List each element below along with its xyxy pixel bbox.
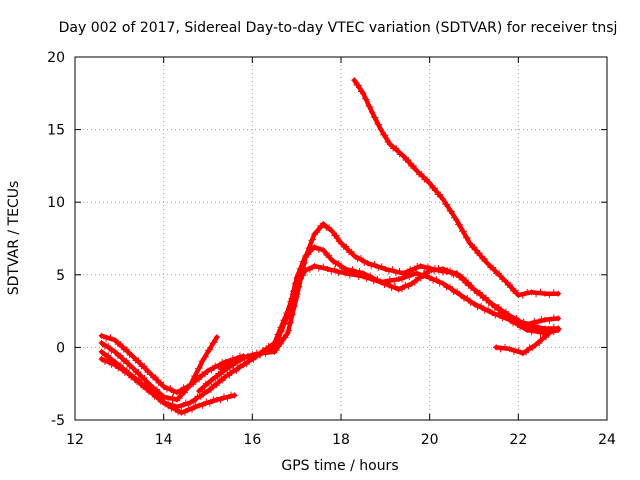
chart-title: Day 002 of 2017, Sidereal Day-to-day VTE… xyxy=(59,20,618,36)
x-tick-label: 22 xyxy=(509,432,527,448)
series-track-g xyxy=(351,77,561,298)
x-tick-label: 12 xyxy=(66,432,84,448)
series-layer xyxy=(99,77,562,416)
x-tick-label: 18 xyxy=(332,432,350,448)
tick-layer: 12 14 16 18 20 22 24 -5 0 5 10 15 20 xyxy=(47,50,616,448)
x-tick-label: 14 xyxy=(155,432,173,448)
y-tick-label: 15 xyxy=(47,123,65,139)
sdtvar-chart: Day 002 of 2017, Sidereal Day-to-day VTE… xyxy=(0,0,640,480)
y-tick-label: 20 xyxy=(47,50,65,66)
grid-layer xyxy=(75,57,607,420)
y-tick-label: 0 xyxy=(56,340,65,356)
y-tick-label: 10 xyxy=(47,195,65,211)
x-tick-label: 20 xyxy=(421,432,439,448)
y-tick-label: 5 xyxy=(56,268,65,284)
y-tick-label: -5 xyxy=(51,413,65,429)
x-axis-label: GPS time / hours xyxy=(281,458,398,474)
x-tick-label: 24 xyxy=(598,432,616,448)
series-line xyxy=(354,80,558,295)
y-axis-label: SDTVAR / TECUs xyxy=(6,181,22,296)
x-tick-label: 16 xyxy=(243,432,261,448)
